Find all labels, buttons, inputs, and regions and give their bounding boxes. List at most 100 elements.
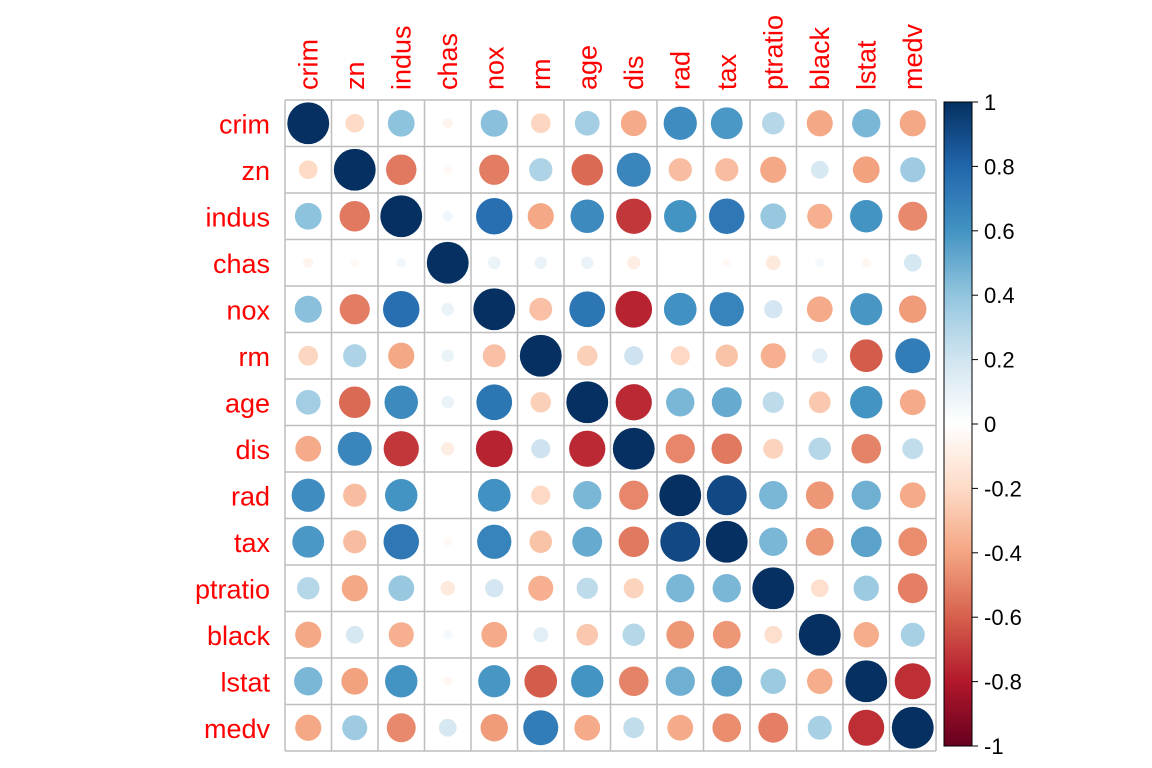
corr-circle-age-indus: [384, 385, 418, 419]
corr-circle-dis-dis: [612, 427, 655, 470]
corr-circle-dis-chas: [441, 442, 455, 456]
corr-circle-zn-ptratio: [760, 156, 787, 183]
corr-circle-ptratio-tax: [712, 574, 741, 603]
corr-circle-tax-nox: [477, 524, 512, 559]
corr-circle-age-black: [808, 391, 831, 414]
corr-circle-tax-crim: [292, 525, 325, 558]
row-label-age: age: [225, 388, 270, 418]
corr-circle-age-ptratio: [762, 391, 784, 413]
corr-circle-rm-tax: [715, 344, 739, 368]
corr-circle-tax-rm: [529, 530, 553, 554]
corr-circle-chas-ptratio: [766, 255, 781, 270]
corr-circle-rm-dis: [624, 346, 644, 366]
corr-circle-crim-rad: [663, 106, 697, 140]
corr-circle-chas-dis: [627, 256, 641, 270]
corr-circle-medv-age: [574, 714, 601, 741]
corr-circle-nox-dis: [615, 290, 653, 328]
corr-circle-ptratio-crim: [296, 576, 320, 600]
column-label-age: age: [572, 45, 602, 90]
corr-circle-chas-rad: [678, 260, 683, 265]
corr-circle-tax-ptratio: [759, 527, 788, 556]
corr-circle-tax-lstat: [850, 526, 882, 558]
legend-tick-label: 0: [984, 412, 996, 437]
corr-circle-rm-zn: [343, 344, 367, 368]
legend-tick-label: -1: [984, 734, 1004, 759]
row-label-black: black: [207, 621, 271, 651]
corr-circle-black-tax: [712, 620, 741, 649]
corr-circle-tax-rad: [660, 521, 701, 562]
corr-circle-crim-dis: [620, 110, 647, 137]
corr-circle-lstat-indus: [385, 665, 418, 698]
corr-circle-lstat-rm: [524, 664, 558, 698]
corr-circle-age-medv: [899, 389, 926, 416]
corr-circle-zn-black: [810, 160, 829, 179]
corr-circle-crim-chas: [442, 118, 453, 129]
legend-tick-label: 0.6: [984, 219, 1015, 244]
corr-circle-lstat-rad: [665, 666, 695, 696]
row-label-indus: indus: [205, 202, 270, 232]
corr-circle-dis-tax: [711, 433, 742, 464]
corr-circle-lstat-black: [807, 668, 833, 694]
corr-circle-age-dis: [615, 384, 652, 421]
corr-circle-black-medv: [900, 622, 925, 647]
corr-circle-medv-zn: [342, 715, 368, 741]
corr-circle-rad-rad: [659, 474, 702, 517]
corr-circle-indus-dis: [616, 198, 652, 234]
corr-circle-crim-crim: [287, 102, 330, 145]
row-label-tax: tax: [234, 528, 271, 558]
corr-circle-nox-black: [806, 296, 833, 323]
corr-circle-tax-black: [805, 527, 834, 556]
corr-circle-chas-rm: [534, 256, 548, 270]
corr-circle-chas-indus: [396, 257, 407, 268]
corr-circle-zn-rm: [529, 158, 553, 182]
legend-tick-label: -0.2: [984, 476, 1022, 501]
color-legend: 1 0.8 0.6 0.4 0.2 0 -0.2 -0.4 -0.6 -0.8 -1: [943, 90, 1022, 759]
corr-circle-zn-lstat: [852, 156, 880, 184]
corr-circle-dis-nox: [475, 430, 513, 468]
row-label-rad: rad: [231, 481, 270, 511]
corr-circle-rad-nox: [477, 478, 511, 512]
corr-circle-ptratio-medv: [897, 573, 928, 604]
corr-circle-ptratio-nox: [485, 579, 504, 598]
column-label-crim: crim: [293, 39, 323, 90]
corr-circle-crim-indus: [387, 109, 415, 137]
column-label-lstat: lstat: [851, 40, 881, 90]
corr-circle-tax-indus: [383, 523, 420, 560]
color-bar-ticks: 1 0.8 0.6 0.4 0.2 0 -0.2 -0.4 -0.6 -0.8 -1: [972, 90, 1022, 759]
corr-circle-lstat-medv: [894, 663, 931, 700]
corr-circle-indus-zn: [339, 201, 370, 232]
corr-circle-black-ptratio: [764, 625, 783, 644]
column-label-nox: nox: [479, 46, 509, 90]
corr-circle-black-indus: [388, 622, 414, 648]
corr-circle-rm-chas: [441, 349, 455, 363]
corr-circle-black-dis: [622, 623, 646, 647]
corr-circle-nox-zn: [339, 294, 370, 325]
corr-circle-lstat-nox: [478, 665, 511, 698]
corr-circle-zn-nox: [479, 154, 510, 185]
corr-circle-indus-crim: [294, 202, 322, 230]
corr-circle-rm-crim: [298, 345, 319, 366]
corr-circle-chas-lstat: [861, 258, 871, 268]
corr-circle-rm-black: [812, 348, 828, 364]
row-labels: crim zn indus chas nox rm age dis rad tax ptratio b…: [195, 109, 271, 744]
corr-circle-lstat-lstat: [845, 660, 888, 703]
corr-circle-crim-zn: [345, 113, 365, 133]
corr-circle-medv-dis: [623, 717, 645, 739]
corr-circle-age-nox: [476, 384, 513, 421]
corr-circle-black-rad: [666, 620, 695, 649]
row-label-rm: rm: [239, 342, 270, 372]
corr-circle-indus-indus: [380, 195, 423, 238]
corr-circle-chas-tax: [722, 258, 731, 267]
corr-circle-medv-medv: [891, 706, 934, 749]
corr-circle-dis-age: [569, 430, 606, 467]
row-label-chas: chas: [213, 249, 270, 279]
corr-circle-lstat-age: [571, 665, 604, 698]
row-label-ptratio: ptratio: [195, 574, 270, 604]
row-label-nox: nox: [226, 295, 270, 325]
corr-circle-dis-lstat: [851, 433, 882, 464]
corr-circle-rad-lstat: [851, 480, 881, 510]
corr-circle-indus-chas: [442, 211, 453, 222]
corr-circle-indus-tax: [708, 198, 745, 235]
corr-circle-nox-crim: [294, 295, 322, 323]
